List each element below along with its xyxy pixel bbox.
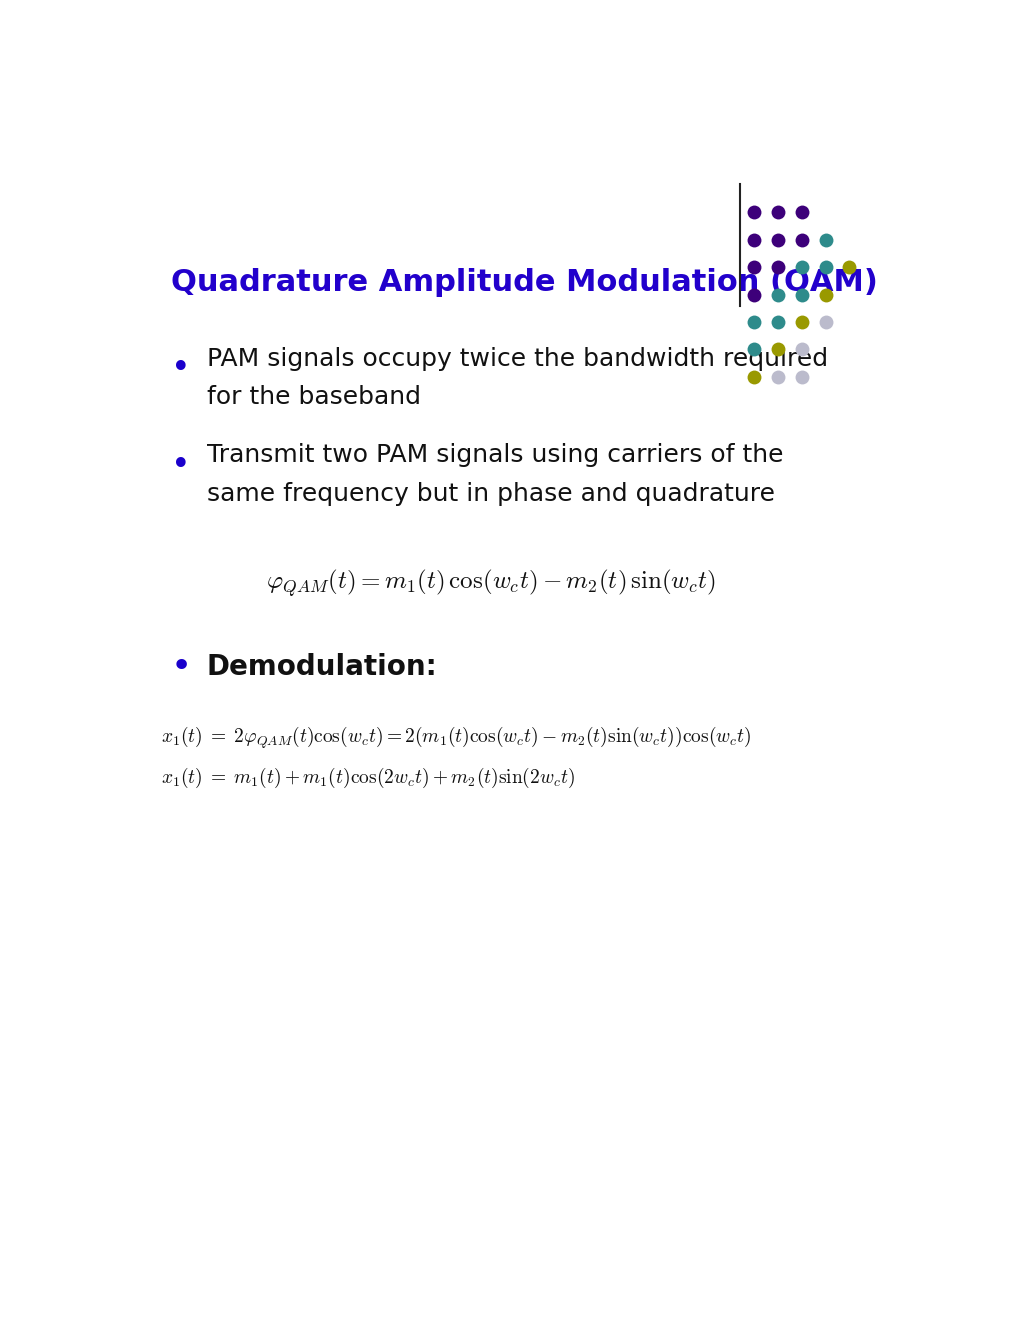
Point: [746, 284, 762, 305]
Point: [769, 230, 786, 251]
Point: [816, 256, 833, 277]
Text: for the baseband: for the baseband: [206, 385, 420, 409]
Point: [816, 312, 833, 333]
Point: [793, 312, 809, 333]
Text: •: •: [171, 649, 192, 684]
Point: [793, 367, 809, 388]
Point: [769, 202, 786, 223]
Point: [816, 230, 833, 251]
Text: $x_1(t)\; =\; 2\varphi_{QAM}(t)\mathrm{cos}(w_c t) = 2(m_1(t)\mathrm{cos}(w_c t): $x_1(t)\; =\; 2\varphi_{QAM}(t)\mathrm{c…: [161, 725, 750, 751]
Text: •: •: [171, 352, 191, 385]
Point: [769, 367, 786, 388]
Point: [769, 256, 786, 277]
Point: [793, 256, 809, 277]
Point: [793, 284, 809, 305]
Text: same frequency but in phase and quadrature: same frequency but in phase and quadratu…: [206, 482, 773, 506]
Text: $\varphi_{QAM}(t) = m_1(t)\,\mathrm{cos}(w_c t) - m_2(t)\,\mathrm{sin}(w_c t)$: $\varphi_{QAM}(t) = m_1(t)\,\mathrm{cos}…: [266, 568, 715, 599]
Point: [769, 312, 786, 333]
Point: [769, 284, 786, 305]
Point: [769, 339, 786, 360]
Point: [793, 230, 809, 251]
Text: •: •: [171, 449, 191, 482]
Point: [746, 256, 762, 277]
Point: [793, 339, 809, 360]
Text: Transmit two PAM signals using carriers of the: Transmit two PAM signals using carriers …: [206, 444, 783, 467]
Point: [841, 256, 857, 277]
Point: [746, 230, 762, 251]
Point: [746, 339, 762, 360]
Text: PAM signals occupy twice the bandwidth required: PAM signals occupy twice the bandwidth r…: [206, 347, 826, 371]
Point: [746, 202, 762, 223]
Text: Quadrature Amplitude Modulation (QAM): Quadrature Amplitude Modulation (QAM): [171, 268, 877, 297]
Point: [746, 367, 762, 388]
Point: [746, 312, 762, 333]
Text: Demodulation:: Demodulation:: [206, 652, 437, 681]
Text: $x_1(t)\; =\; m_1(t) + m_1(t)\mathrm{cos}(2w_c t) + m_2(t)\mathrm{sin}(2w_c t)$: $x_1(t)\; =\; m_1(t) + m_1(t)\mathrm{cos…: [161, 767, 574, 791]
Point: [793, 202, 809, 223]
Point: [816, 284, 833, 305]
